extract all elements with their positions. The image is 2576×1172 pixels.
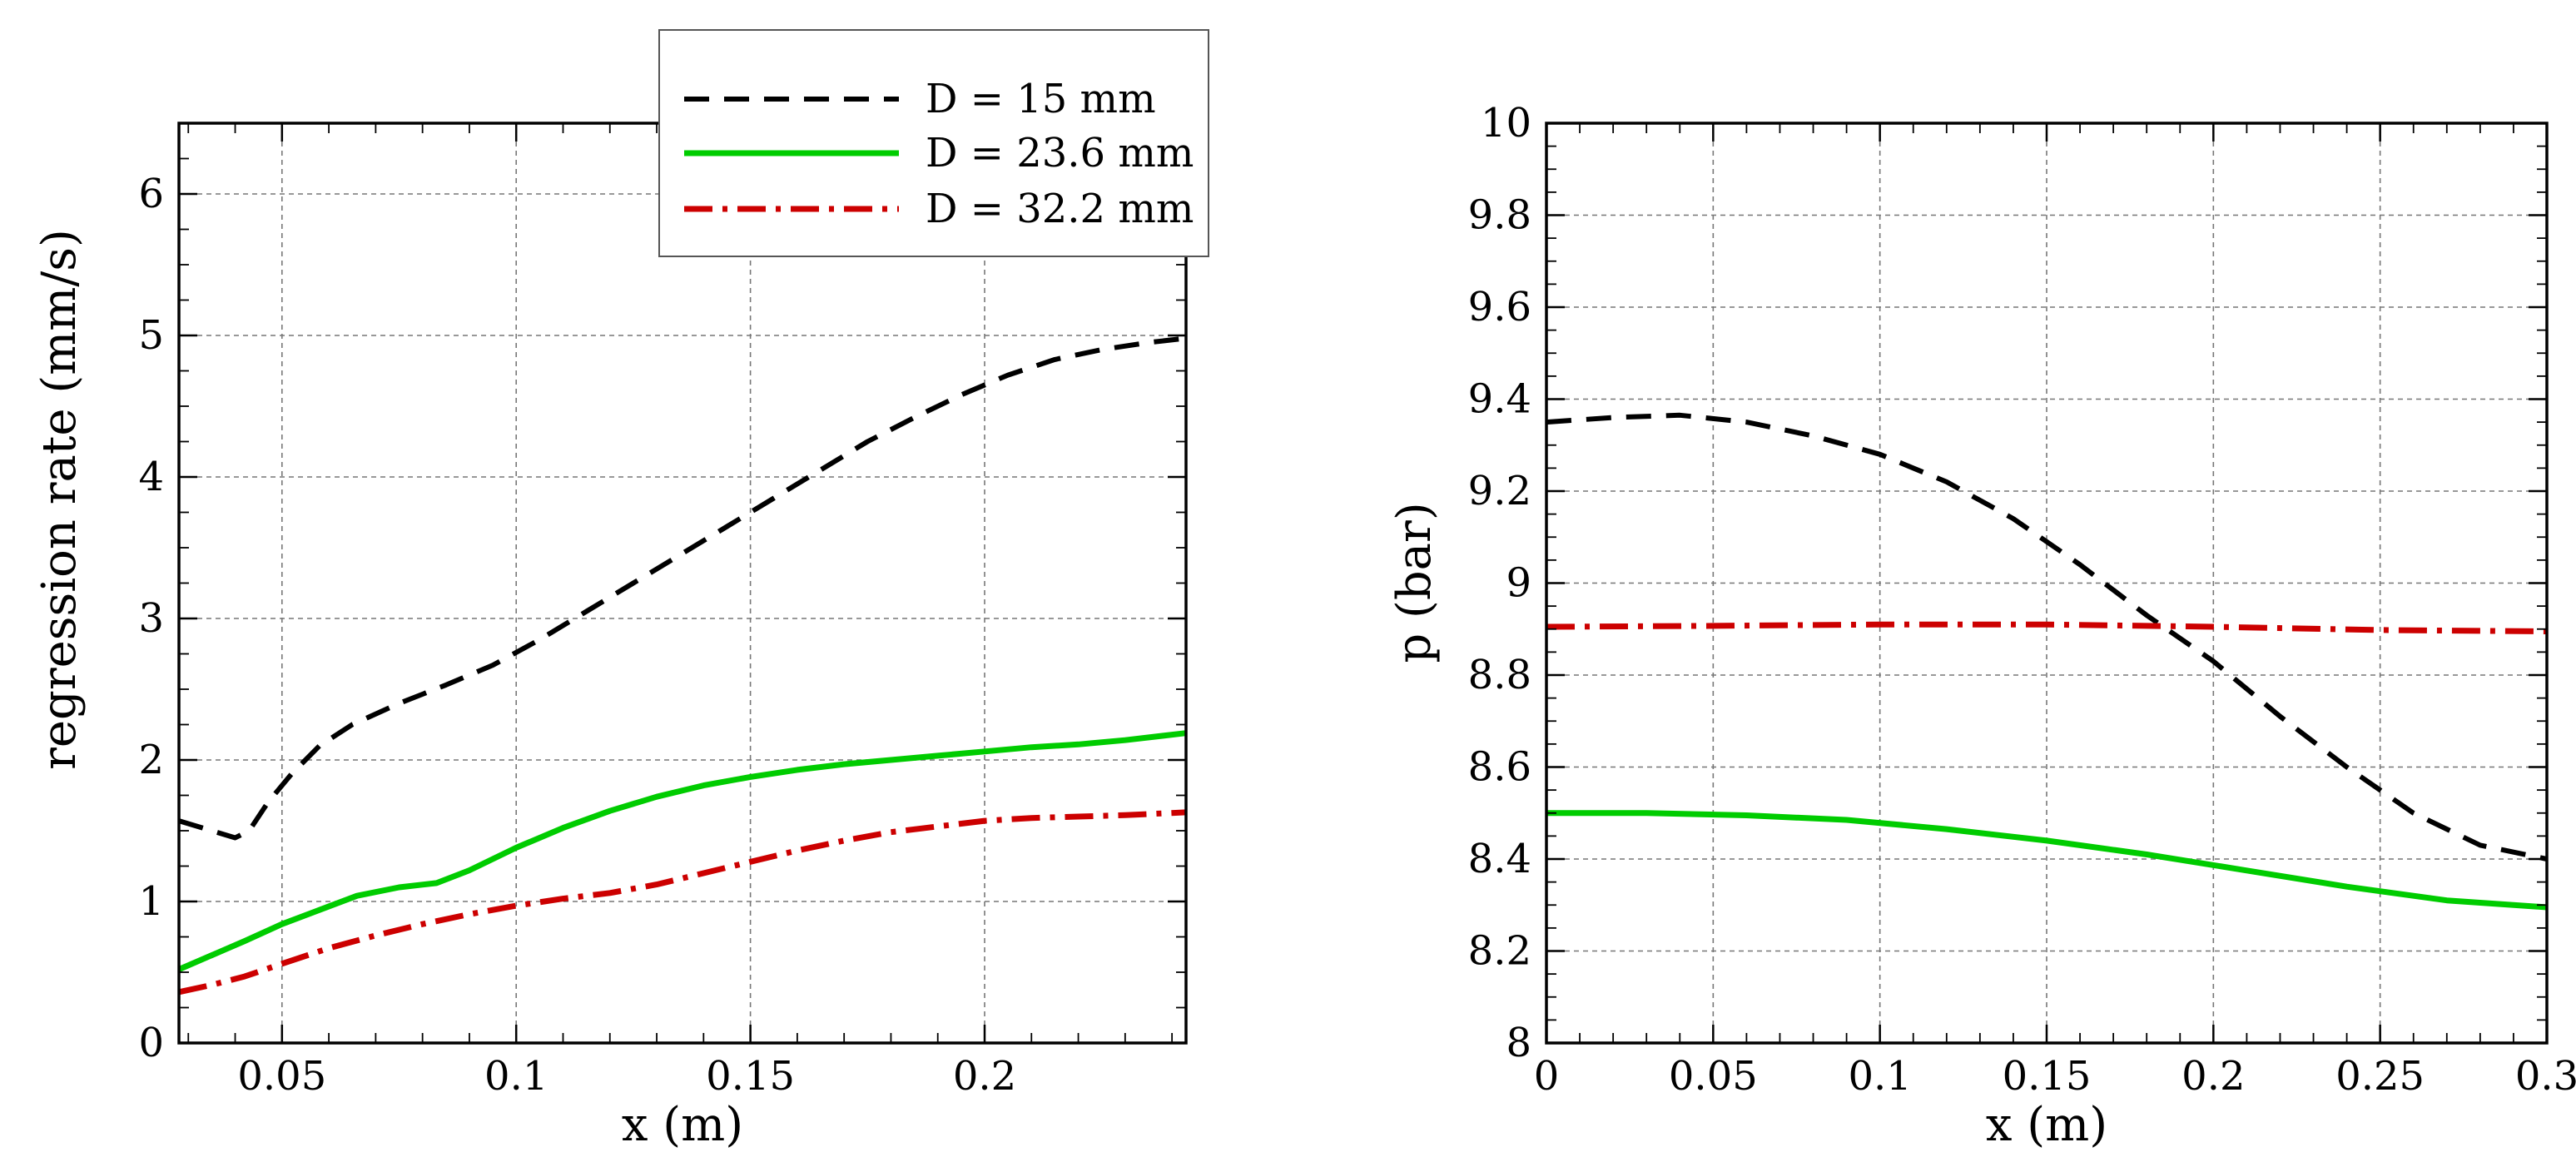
right-y-tick-label-5: 9: [1506, 560, 1531, 607]
left-y-axis-title: regression rate (mm/s): [32, 229, 87, 770]
legend-box: [658, 29, 1209, 257]
right-tick-labels: 0 0.05 0.1 0.15 0.2 0.25 0.3 8 8.2 8.4 8.6 8.8 9 9.2 9…: [1468, 100, 2576, 1100]
left-y-tick-label-0: 0: [138, 1020, 164, 1066]
right-y-tick-label-4: 8.8: [1468, 652, 1531, 698]
right-ticks: [1545, 122, 2549, 1045]
left-x-tick-label-1: 0.1: [484, 1053, 548, 1100]
right-series-d-32-2-mm: [1546, 621, 2548, 634]
right-series-layer: [1546, 412, 2548, 911]
right-y-tick-label-6: 9.2: [1468, 468, 1531, 514]
legend: D = 15 mm D = 23.6 mm D = 32.2 mm: [658, 29, 1209, 257]
left-tick-labels: 0.05 0.1 0.15 0.2 0 1 2 3 4 5 6: [138, 171, 1016, 1100]
right-y-tick-label-7: 9.4: [1468, 376, 1531, 423]
left-y-tick-label-5: 5: [138, 312, 164, 359]
right-grid: [1546, 123, 2547, 1043]
left-x-tick-label-0: 0.05: [237, 1053, 326, 1100]
left-y-tick-label-3: 3: [138, 595, 164, 642]
right-y-tick-label-3: 8.6: [1468, 744, 1531, 791]
left-y-tick-label-1: 1: [138, 878, 164, 925]
right-x-tick-label-6: 0.3: [2515, 1053, 2576, 1100]
right-x-tick-label-0: 0: [1534, 1053, 1560, 1100]
pressure-chart: 0 0.05 0.1 0.15 0.2 0.25 0.3 8 8.2 8.4 8.6 8.8 9 9.2 9…: [1387, 100, 2576, 1152]
left-series-d-15-mm: [178, 335, 1187, 841]
legend-label-d32-2: D = 32.2 mm: [926, 186, 1194, 232]
right-x-tick-label-3: 0.15: [2003, 1053, 2092, 1100]
right-y-tick-label-0: 8: [1506, 1020, 1531, 1066]
right-series-d-15-mm: [1546, 412, 2548, 862]
legend-label-d23-6: D = 23.6 mm: [926, 130, 1194, 176]
left-x-axis-title: x (m): [622, 1098, 743, 1152]
left-series-layer: [177, 335, 1187, 996]
left-series-d-32-2-mm: [178, 809, 1187, 996]
left-y-tick-label-6: 6: [138, 171, 164, 217]
right-y-tick-label-10: 10: [1481, 100, 1531, 146]
right-series-d-23-6-mm: [1546, 810, 2548, 911]
right-x-tick-label-4: 0.2: [2181, 1053, 2245, 1100]
right-x-tick-label-5: 0.25: [2335, 1053, 2425, 1100]
left-ticks: [179, 122, 1186, 1045]
right-y-tick-label-1: 8.2: [1468, 928, 1531, 975]
left-x-tick-label-2: 0.15: [706, 1053, 795, 1100]
right-x-axis-title: x (m): [1986, 1098, 2107, 1152]
right-y-tick-label-2: 8.4: [1468, 836, 1531, 882]
legend-label-d15: D = 15 mm: [926, 76, 1156, 122]
left-x-tick-label-3: 0.2: [953, 1053, 1016, 1100]
right-y-tick-label-8: 9.6: [1468, 284, 1531, 330]
right-x-tick-label-2: 0.1: [1848, 1053, 1911, 1100]
right-y-tick-label-9: 9.8: [1468, 192, 1531, 239]
left-y-tick-label-4: 4: [138, 454, 164, 500]
left-y-tick-label-2: 2: [138, 737, 164, 783]
right-x-tick-label-1: 0.05: [1669, 1053, 1758, 1100]
right-y-axis-title: p (bar): [1387, 502, 1442, 663]
left-series-d-23-6-mm: [177, 730, 1187, 972]
